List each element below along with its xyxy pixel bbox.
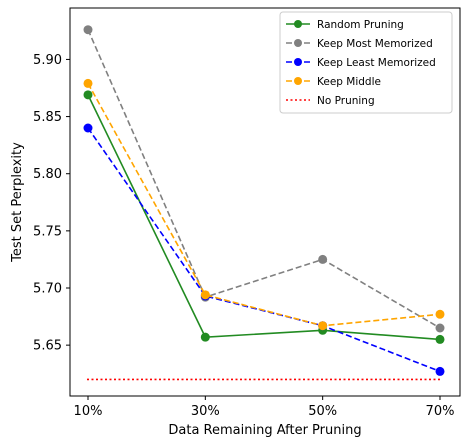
legend-entry-2: Keep Least Memorized (317, 57, 436, 69)
legend: Random Pruning Keep Most Memorized Keep Le… (279, 11, 453, 114)
series-point-3-2 (318, 321, 328, 331)
series-line-1 (87, 29, 441, 329)
x-axis-ticks: 10% 30% 50% 70% (74, 396, 455, 419)
y-tick-label: 5.65 (33, 339, 62, 354)
y-axis-label: Test Set Perplexity (10, 142, 25, 263)
series-point-3-0 (83, 78, 93, 88)
legend-box (279, 11, 453, 114)
series-point-0-0 (83, 90, 93, 100)
y-tick-label: 5.90 (33, 53, 62, 68)
x-tick-label: 10% (74, 404, 103, 419)
legend-marker-0 (294, 20, 302, 28)
series-point-2-3 (435, 366, 445, 376)
y-tick-label: 5.70 (33, 282, 62, 297)
series-line-3 (87, 83, 441, 327)
plot-lines (83, 25, 445, 381)
x-tick-label: 30% (191, 404, 220, 419)
series-line-0 (87, 94, 441, 341)
series-point-2-0 (83, 123, 93, 133)
series-point-1-3 (435, 323, 445, 333)
x-tick-label: 70% (426, 404, 455, 419)
legend-entry-4: No Pruning (317, 95, 375, 107)
x-tick-label: 50% (308, 404, 337, 419)
plot-frame (69, 7, 461, 397)
series-point-0-1 (200, 332, 210, 342)
series-point-3-1 (200, 290, 210, 300)
legend-entry-0: Random Pruning (317, 19, 404, 31)
y-tick-label: 5.80 (33, 167, 62, 182)
legend-entry-3: Keep Middle (317, 76, 381, 88)
y-tick-label: 5.75 (33, 224, 62, 239)
legend-marker-3 (294, 77, 302, 85)
series-point-1-0 (83, 25, 93, 35)
series-point-0-3 (435, 334, 445, 344)
y-axis-ticks: 5.65 5.70 5.75 5.80 5.85 5.90 (33, 53, 70, 354)
series-point-3-3 (435, 309, 445, 319)
y-tick-label: 5.85 (33, 110, 62, 125)
series-point-1-2 (318, 254, 328, 264)
legend-entry-1: Keep Most Memorized (317, 38, 433, 50)
x-axis-label: Data Remaining After Pruning (168, 423, 361, 438)
legend-marker-2 (294, 58, 302, 66)
legend-marker-1 (294, 39, 302, 47)
